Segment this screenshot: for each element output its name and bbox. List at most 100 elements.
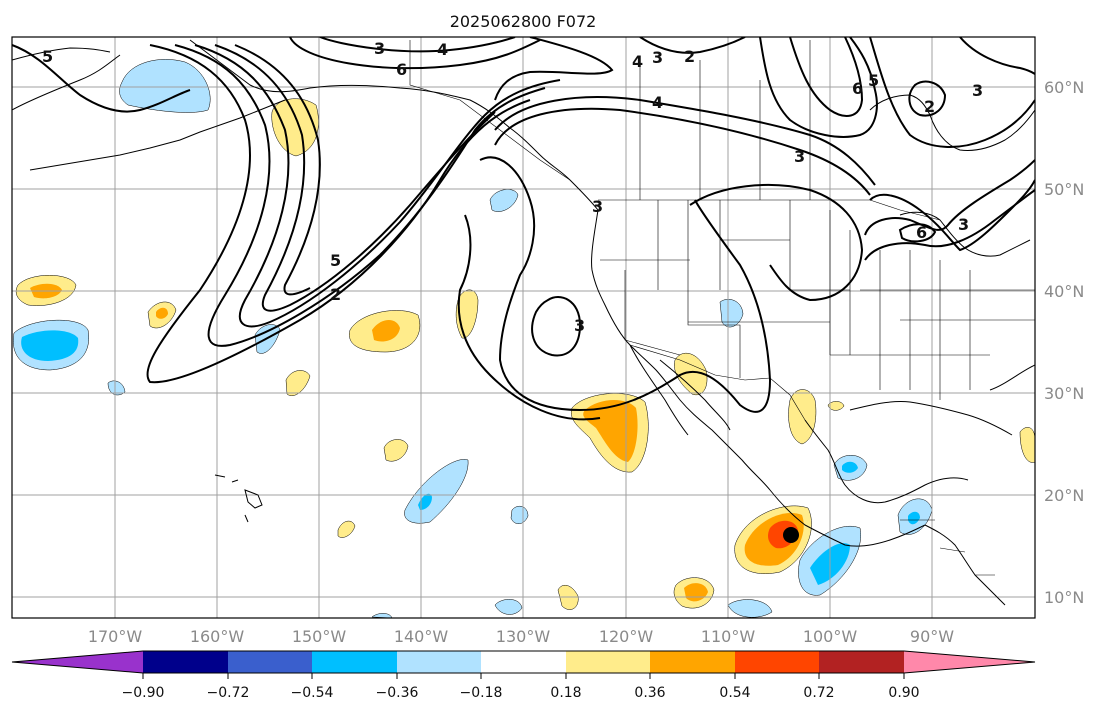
contour-label: 2: [684, 47, 695, 66]
contour-line-15: [689, 184, 864, 302]
contour-line-21: [789, 37, 864, 117]
colorbar-tick-label: 0.72: [803, 685, 834, 701]
lon-label: 110°W: [701, 627, 756, 646]
lon-label: 130°W: [496, 627, 551, 646]
coastline-hawaii: [214, 474, 263, 523]
colorbar-segment: [481, 651, 566, 673]
contour-line-19: [898, 223, 937, 243]
border-us-mexico: [629, 344, 806, 421]
colorbar-tick-label: 0.54: [719, 685, 750, 701]
anomaly-patch-east-warm: [1019, 427, 1035, 463]
contour-line-20: [759, 37, 878, 138]
lon-label: 140°W: [394, 627, 449, 646]
map-frame: [11, 36, 1036, 619]
anomaly-patch-small-5: [494, 599, 523, 615]
anomaly-patch-small-2: [107, 380, 126, 396]
contour-line-23: [908, 80, 947, 117]
anomaly-patch-central-america-core: [908, 511, 920, 525]
colorbar-segment: [566, 651, 650, 673]
anomaly-patch-gulf-ca-warm: [674, 352, 708, 396]
contour-line-18: [864, 189, 1035, 261]
colorbar-extend-max: [904, 651, 1035, 673]
lat-label: 30°N: [1044, 384, 1084, 403]
contour-label: 4: [632, 52, 643, 71]
contour-line-7: [289, 37, 541, 70]
anomaly-patch-pacific-warm-core: [372, 319, 400, 342]
colorbar-tick-label: −0.36: [376, 685, 419, 701]
contour-label: 3: [574, 316, 585, 335]
gridlines: [12, 37, 1035, 618]
anomaly-patch-offshore: [489, 189, 519, 212]
contour-label: 4: [652, 93, 663, 112]
contour-line-8: [319, 37, 516, 53]
coastline-west-coast: [591, 209, 926, 547]
colorbar-segment: [819, 651, 904, 673]
border-us-canada: [598, 199, 941, 221]
anomaly-patch-small-4: [510, 505, 529, 524]
contour-label: 4: [437, 40, 448, 59]
lon-label: 170°W: [88, 627, 143, 646]
contour-line-1: [12, 44, 191, 113]
coastline-aleutians: [29, 99, 286, 171]
contour-label: 5: [868, 71, 879, 90]
latitude-axis: 60°N 50°N 40°N 30°N 20°N 10°N: [1044, 78, 1084, 607]
colorbar-tick-label: −0.54: [291, 685, 334, 701]
contour-label: 3: [794, 147, 805, 166]
anomaly-patch-texas-warm: [788, 389, 817, 445]
anomaly-patch-small-warm-5: [827, 401, 845, 411]
anomaly-patch-small-warm-3: [383, 439, 409, 462]
contour-line-5: [214, 44, 496, 312]
anomaly-patch-small-warm-4: [337, 520, 356, 538]
contour-line-25: [639, 37, 746, 54]
map-area: 5 3 4 6 3 2 4 6 5 2 3 4 3 3 5 2 3 6 3: [12, 37, 1035, 618]
contour-line-24: [959, 37, 1035, 75]
map-title: 2025062800 F072: [450, 12, 597, 31]
colorbar-segment: [650, 651, 735, 673]
border-alaska-canada: [409, 40, 571, 181]
contour-line-3: [174, 44, 546, 347]
coastline-central-america: [924, 524, 1006, 606]
contour-label: 3: [592, 197, 603, 216]
colorbar-segment: [228, 651, 312, 673]
contour-line-4: [194, 44, 561, 328]
contour-label: 6: [852, 79, 863, 98]
contour-line-13: [457, 214, 601, 421]
contour-label: 2: [924, 97, 935, 116]
border-central-america: [900, 519, 995, 576]
lat-label: 10°N: [1044, 588, 1084, 607]
colorbar-tick-label: 0.36: [634, 685, 665, 701]
lon-label: 90°W: [910, 627, 954, 646]
storm-center-marker: [783, 527, 799, 543]
lat-label: 60°N: [1044, 78, 1084, 97]
colorbar-tick-label: 0.18: [550, 685, 581, 701]
contour-label: 3: [972, 81, 983, 100]
contour-label: 6: [396, 60, 407, 79]
coastline-florida: [849, 364, 1035, 436]
anomaly-patch-small-warm-2: [285, 370, 311, 396]
contour-line-22: [869, 37, 1035, 148]
colorbar-segment: [143, 651, 228, 673]
state-borders: [600, 200, 1035, 400]
anomaly-patch-west-pacific-core: [21, 330, 79, 361]
contour-label: 3: [652, 48, 663, 67]
lon-label: 120°W: [599, 627, 654, 646]
lon-label: 100°W: [803, 627, 858, 646]
political-borders: [409, 40, 1035, 576]
lat-label: 40°N: [1044, 282, 1084, 301]
coastline-alaska: [189, 39, 599, 211]
colorbar-tick-label: −0.90: [122, 685, 165, 701]
lat-label: 20°N: [1044, 486, 1084, 505]
contour-line-17: [864, 159, 1035, 236]
colorbar: −0.90 −0.72 −0.54 −0.36 −0.18 0.18 0.36 …: [11, 650, 1036, 701]
colorbar-tick-label: 0.90: [888, 685, 919, 701]
coastlines: [12, 39, 1035, 606]
colorbar-ticks: [142, 673, 905, 679]
coastline-baja: [629, 344, 731, 436]
contour-line-14: [531, 296, 582, 357]
anomaly-shading: [13, 59, 1035, 618]
colorbar-extend-min: [12, 651, 143, 673]
coastline-gulf: [804, 419, 969, 504]
contour-line-11: [494, 107, 871, 196]
contour-lines: [12, 37, 1035, 421]
